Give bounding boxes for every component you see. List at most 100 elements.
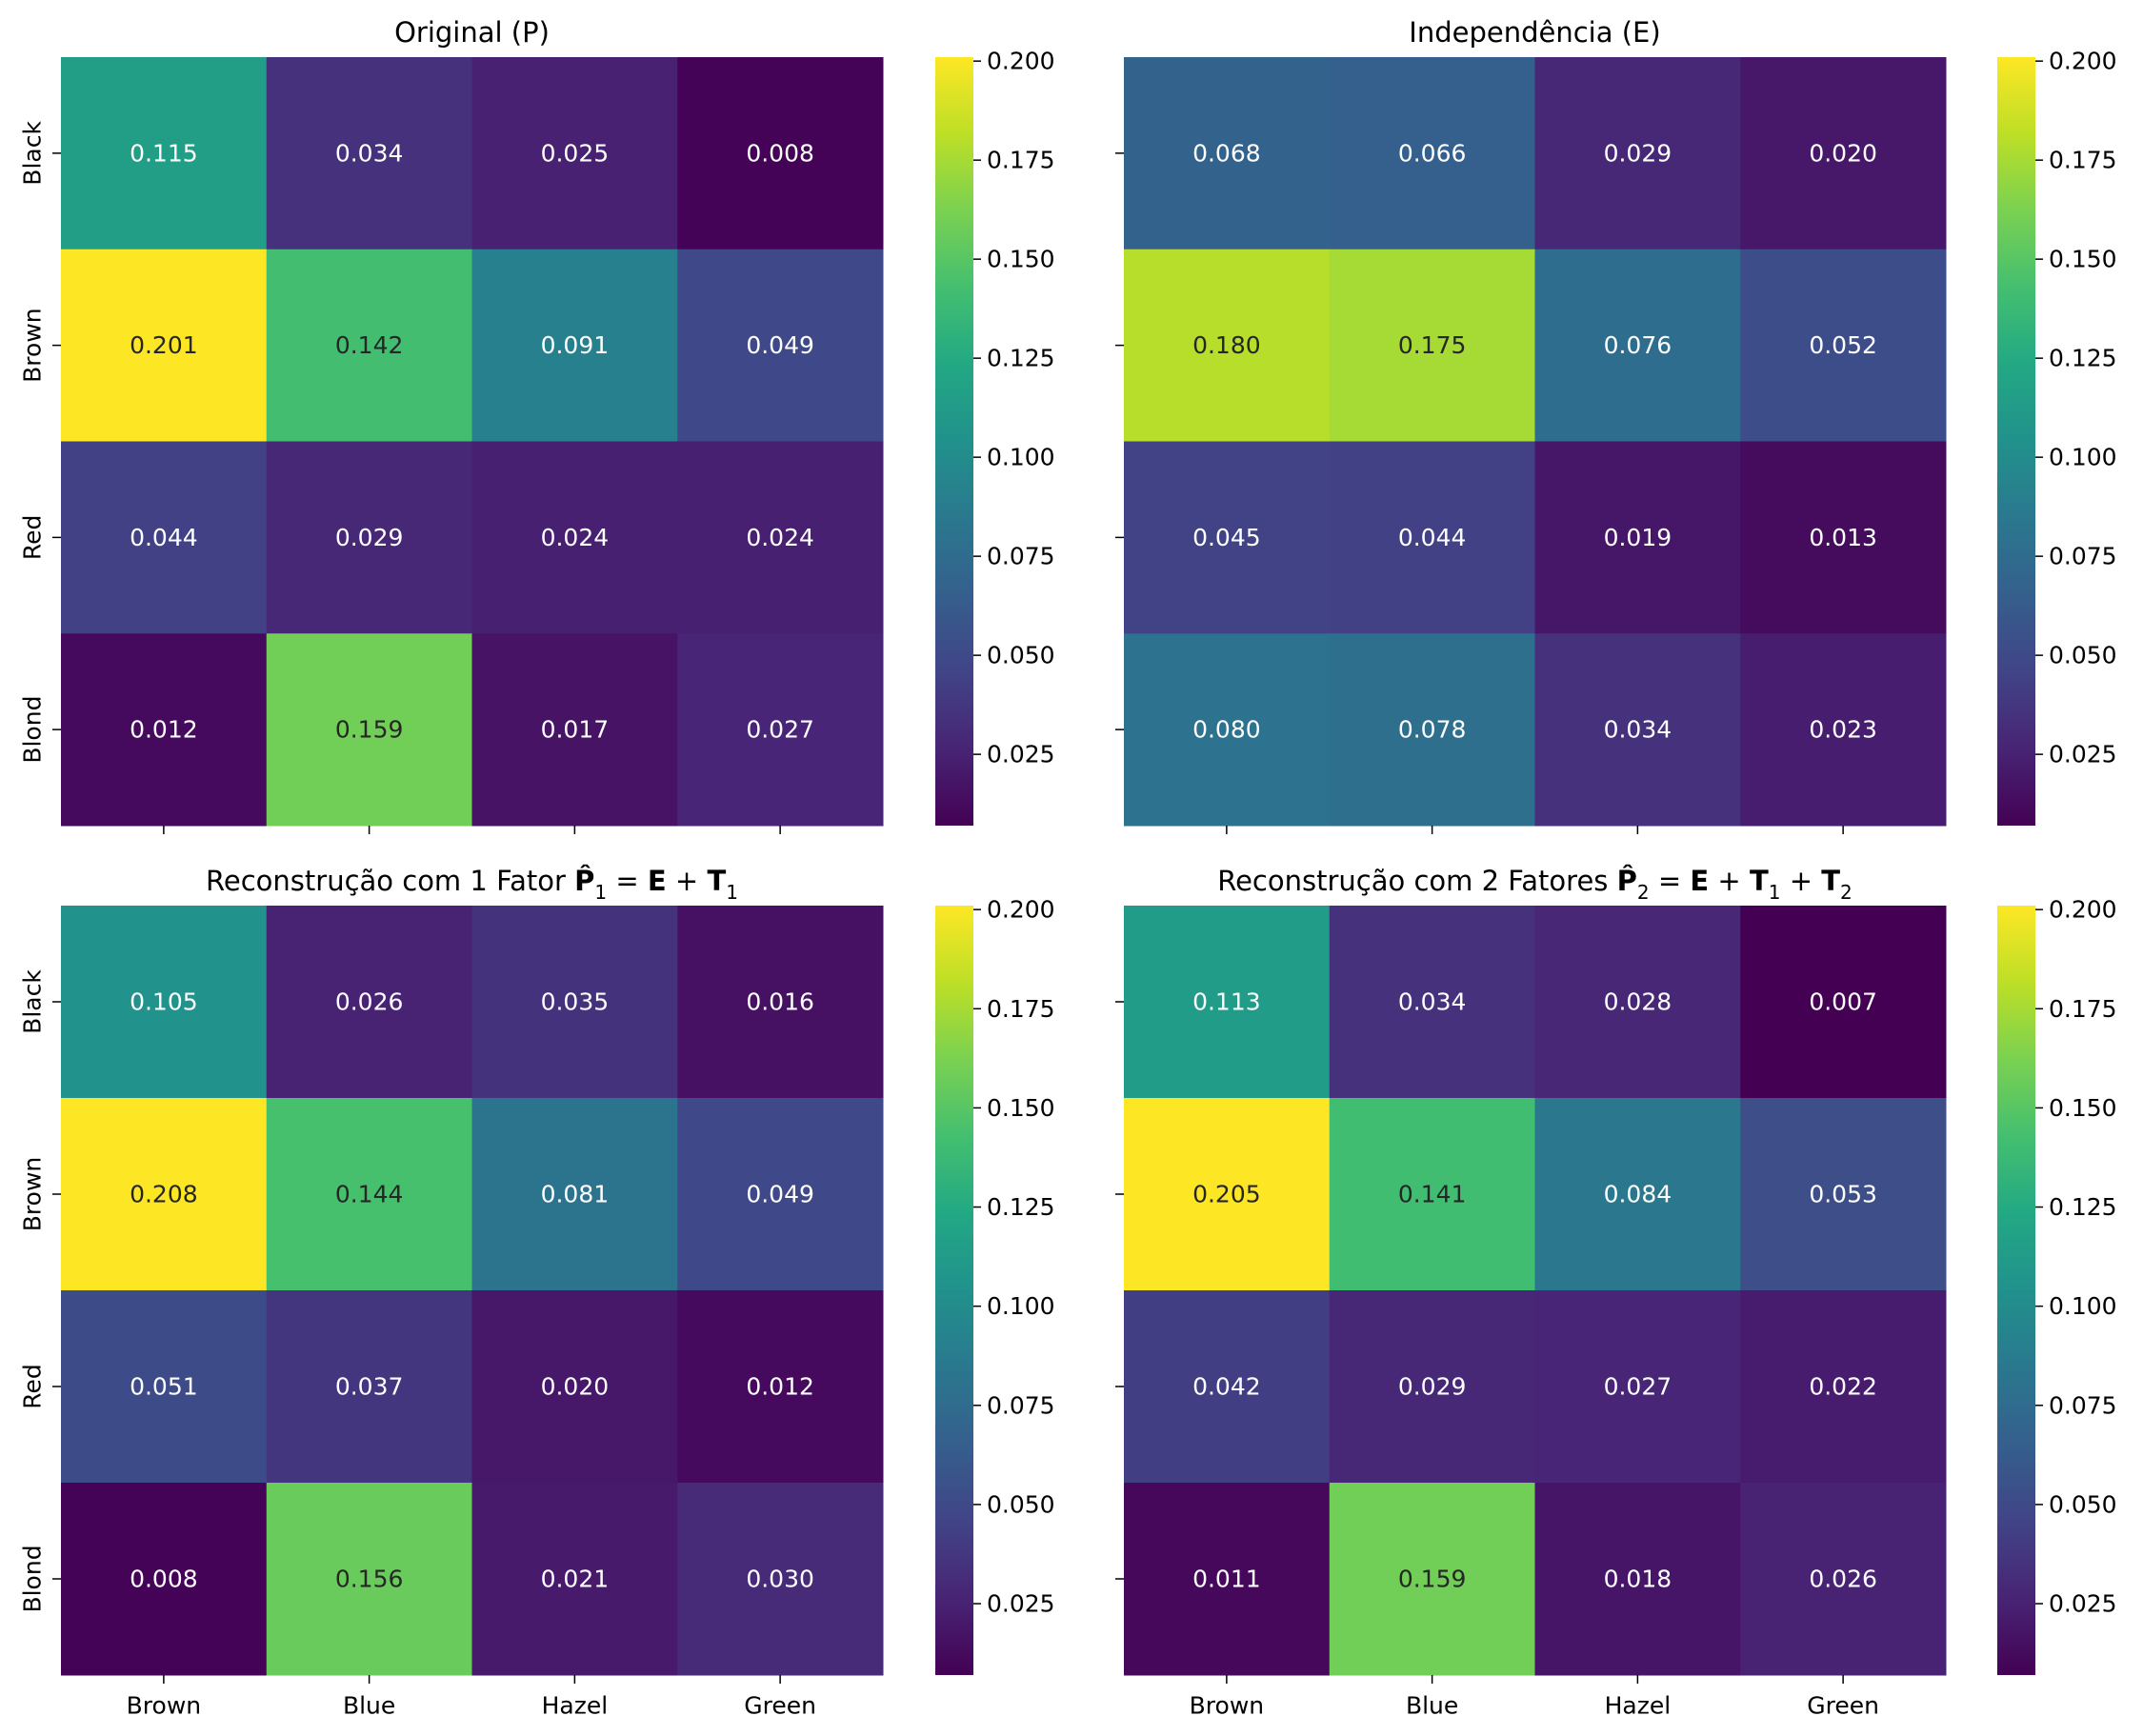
colorbar-tick-label: 0.200 <box>987 48 1055 75</box>
colorbar-tick-label: 0.125 <box>2049 1193 2117 1221</box>
cell-brown-brown <box>61 1098 268 1291</box>
colorbar-tick-label: 0.150 <box>2049 246 2117 273</box>
cell-value-label: 0.049 <box>746 331 814 359</box>
cell-value-label: 0.113 <box>1192 988 1261 1016</box>
cell-blond-brown <box>61 633 268 827</box>
cell-blond-brown <box>1124 633 1331 827</box>
cell-value-label: 0.042 <box>1192 1373 1261 1401</box>
y-tick-label: Blond <box>19 1545 47 1612</box>
colorbar-tick-label: 0.075 <box>987 543 1055 570</box>
cell-brown-green <box>677 1098 884 1291</box>
x-tick-label: Blue <box>343 1692 395 1720</box>
panel-title: Independência (E) <box>1409 16 1660 49</box>
colorbar-tick-label: 0.050 <box>987 642 1055 669</box>
cell-value-label: 0.081 <box>541 1181 610 1208</box>
cell-blond-hazel <box>1534 1483 1741 1676</box>
colorbar: 0.025 0.050 0.075 0.100 0.125 0.150 0.175 0.200 <box>935 48 1055 826</box>
cell-value-label: 0.012 <box>746 1373 814 1401</box>
cell-brown-blue <box>266 1098 472 1291</box>
cell-red-green <box>1740 1290 1947 1484</box>
cell-red-hazel <box>471 441 678 634</box>
colorbar-tick-label: 0.175 <box>987 995 1055 1023</box>
cell-value-label: 0.024 <box>746 524 814 551</box>
cell-red-blue <box>266 1290 472 1484</box>
cell-blond-green <box>1740 1483 1947 1676</box>
cell-red-blue <box>1329 1290 1535 1484</box>
panel-title: Original (P) <box>394 16 550 49</box>
cell-value-label: 0.035 <box>541 988 610 1016</box>
panel-title: Reconstrução com 1 Fator P̂1 = E + T1 <box>206 865 738 904</box>
cell-black-hazel <box>471 906 678 1099</box>
cell-blond-green <box>1740 633 1947 827</box>
cell-black-hazel <box>1534 906 1741 1099</box>
cell-value-label: 0.078 <box>1398 716 1467 744</box>
cell-black-brown <box>1124 906 1331 1099</box>
colorbar-tick-label: 0.175 <box>2049 147 2117 174</box>
colorbar-tick-label: 0.150 <box>987 246 1055 273</box>
colorbar: 0.025 0.050 0.075 0.100 0.125 0.150 0.175 0.200 <box>1997 896 2117 1675</box>
cell-value-label: 0.051 <box>130 1373 198 1401</box>
cell-blond-blue <box>1329 633 1535 827</box>
cell-blond-blue <box>1329 1483 1535 1676</box>
cell-value-label: 0.020 <box>1809 139 1877 167</box>
cell-value-label: 0.141 <box>1398 1181 1467 1208</box>
cell-value-label: 0.159 <box>1398 1566 1467 1593</box>
cell-blond-blue <box>266 633 472 827</box>
colorbar-tick-label: 0.025 <box>2049 741 2117 768</box>
cell-value-label: 0.016 <box>746 988 814 1016</box>
cell-black-blue <box>266 57 472 250</box>
y-tick-label: Red <box>19 1364 47 1409</box>
cell-value-label: 0.026 <box>1809 1566 1877 1593</box>
colorbar-tick-label: 0.050 <box>2049 1490 2117 1518</box>
cell-brown-brown <box>1124 249 1331 442</box>
colorbar-gradient <box>1997 57 2035 826</box>
x-tick-label: Brown <box>127 1692 201 1720</box>
cell-value-label: 0.201 <box>130 331 198 359</box>
cell-brown-hazel <box>1534 249 1741 442</box>
cell-red-hazel <box>1534 441 1741 634</box>
cell-red-hazel <box>471 1290 678 1484</box>
cell-red-brown <box>61 441 268 634</box>
cell-value-label: 0.156 <box>335 1566 404 1593</box>
cell-brown-green <box>677 249 884 442</box>
cell-blond-hazel <box>1534 633 1741 827</box>
heatmap-panel-2: Independência (E) 0.068 0.066 0.029 0.020 0.1… <box>1115 16 2117 834</box>
cell-red-blue <box>266 441 472 634</box>
colorbar-gradient <box>935 57 973 826</box>
colorbar-tick-label: 0.075 <box>2049 543 2117 570</box>
y-tick-label: Black <box>19 121 47 186</box>
cell-brown-brown <box>1124 1098 1331 1291</box>
cell-value-label: 0.142 <box>335 331 404 359</box>
cell-red-brown <box>1124 1290 1331 1484</box>
cell-value-label: 0.066 <box>1398 139 1467 167</box>
cell-red-green <box>677 441 884 634</box>
colorbar-tick-label: 0.050 <box>2049 642 2117 669</box>
colorbar-tick-label: 0.200 <box>2049 896 2117 924</box>
cell-value-label: 0.011 <box>1192 1566 1261 1593</box>
cell-value-label: 0.208 <box>130 1181 198 1208</box>
cell-value-label: 0.034 <box>1398 988 1467 1016</box>
cell-black-hazel <box>1534 57 1741 250</box>
colorbar-gradient <box>1997 906 2035 1675</box>
cell-brown-blue <box>1329 249 1535 442</box>
cell-value-label: 0.037 <box>335 1373 404 1401</box>
cell-value-label: 0.027 <box>1604 1373 1672 1401</box>
colorbar-tick-label: 0.125 <box>2049 345 2117 372</box>
colorbar-tick-label: 0.125 <box>987 345 1055 372</box>
cell-brown-brown <box>61 249 268 442</box>
x-tick-label: Hazel <box>542 1692 609 1720</box>
colorbar-tick-label: 0.100 <box>2049 1292 2117 1320</box>
colorbar-tick-label: 0.200 <box>987 896 1055 924</box>
cell-value-label: 0.023 <box>1809 716 1877 744</box>
cell-black-green <box>1740 906 1947 1099</box>
cell-value-label: 0.019 <box>1604 524 1672 551</box>
colorbar: 0.025 0.050 0.075 0.100 0.125 0.150 0.175 0.200 <box>1997 48 2117 826</box>
x-tick-label: Green <box>1807 1692 1879 1720</box>
cell-value-label: 0.026 <box>335 988 404 1016</box>
cell-value-label: 0.080 <box>1192 716 1261 744</box>
cell-value-label: 0.091 <box>541 331 610 359</box>
colorbar-tick-label: 0.150 <box>987 1094 1055 1122</box>
cell-value-label: 0.030 <box>746 1566 814 1593</box>
heatmap-panel-1: Original (P) 0.115 0.034 0.025 0.008 0.201 0.1… <box>19 16 1055 834</box>
cell-value-label: 0.175 <box>1398 331 1467 359</box>
